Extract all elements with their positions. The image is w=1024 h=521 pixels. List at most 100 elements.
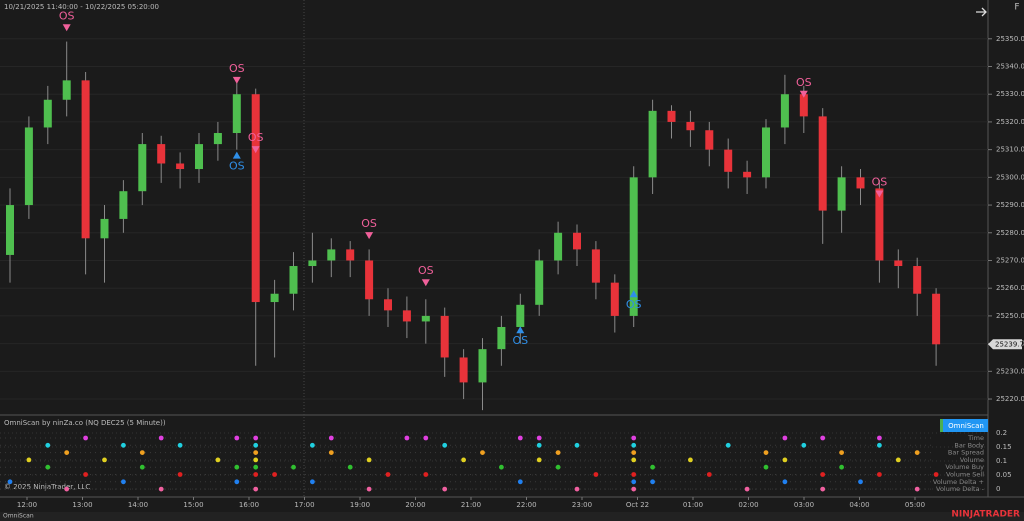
scan-row-label: Volume Sell bbox=[946, 471, 984, 479]
candle-body bbox=[743, 171, 752, 178]
signal-label: OS bbox=[512, 334, 528, 347]
y-tick-label: 25310.00 bbox=[996, 146, 1024, 154]
scan-row-label: Volume bbox=[960, 456, 984, 464]
scan-dot bbox=[139, 450, 145, 455]
candle-body bbox=[535, 260, 544, 305]
scan-dot bbox=[877, 442, 882, 448]
scan-dot bbox=[914, 450, 920, 455]
candle-body bbox=[932, 293, 941, 345]
candle-body bbox=[119, 191, 128, 219]
candle-body bbox=[62, 80, 71, 100]
sell-signal bbox=[251, 146, 260, 154]
scan-dot bbox=[688, 457, 693, 463]
scan-dot bbox=[442, 486, 448, 492]
y-tick-label: 25220.00 bbox=[996, 395, 1024, 403]
scan-dot bbox=[45, 442, 51, 448]
scan-dot bbox=[253, 472, 259, 477]
status-bar bbox=[0, 512, 1024, 521]
x-tick-label: 14:00 bbox=[128, 501, 148, 509]
scan-row-label: Bar Spread bbox=[948, 449, 984, 457]
x-tick-label: Oct 22 bbox=[626, 501, 649, 509]
signal-label: OS bbox=[59, 9, 75, 22]
scan-dot bbox=[310, 442, 315, 448]
scan-dot bbox=[725, 442, 731, 448]
scan-row-label: Volume Delta - bbox=[936, 485, 985, 493]
signal-label: OS bbox=[626, 298, 642, 311]
x-tick-label: 03:00 bbox=[794, 501, 814, 509]
y-tick-label: 25270.00 bbox=[996, 256, 1024, 264]
scan-dot bbox=[121, 479, 126, 485]
scan-dot bbox=[64, 450, 70, 455]
arrow-icon[interactable] bbox=[976, 7, 987, 17]
scan-dot bbox=[517, 479, 523, 485]
scan-row-label: Volume Delta + bbox=[933, 478, 984, 486]
y-tick-label: 25340.00 bbox=[996, 63, 1024, 71]
candle-body bbox=[24, 127, 33, 206]
scan-dot bbox=[64, 486, 70, 492]
candle-body bbox=[157, 144, 166, 164]
y-tick-label: 25290.00 bbox=[996, 201, 1024, 209]
scan-button[interactable] bbox=[940, 419, 988, 432]
scan-dot bbox=[310, 479, 315, 485]
scan-dot bbox=[253, 435, 259, 441]
y-tick-label: 25300.00 bbox=[996, 173, 1024, 181]
scan-dot bbox=[177, 472, 183, 477]
candle-body bbox=[629, 177, 638, 316]
candle-body bbox=[6, 205, 14, 255]
scan-title: OmniScan by ninZa.co (NQ DEC25 (5 Minute… bbox=[4, 419, 166, 427]
scan-dot bbox=[839, 450, 844, 455]
signal-label: OS bbox=[872, 176, 888, 189]
scan-dot bbox=[442, 442, 448, 448]
scan-dot bbox=[291, 464, 296, 470]
candle-body bbox=[421, 315, 430, 322]
scan-dot bbox=[820, 472, 826, 477]
scan-dot bbox=[404, 435, 410, 441]
scan-dot bbox=[782, 435, 788, 441]
x-tick-label: 19:00 bbox=[350, 501, 370, 509]
y-tick-label: 25260.00 bbox=[996, 284, 1024, 292]
candle-body bbox=[43, 99, 52, 128]
scan-button-label[interactable]: OmniScan bbox=[948, 422, 984, 430]
candle-body bbox=[100, 218, 109, 239]
scan-dot bbox=[631, 457, 637, 463]
scan-dot bbox=[83, 472, 88, 477]
scan-dot bbox=[253, 450, 259, 455]
scan-dot bbox=[650, 479, 655, 485]
candle-body bbox=[573, 232, 581, 250]
candle-body bbox=[913, 266, 922, 294]
scan-dot bbox=[914, 486, 920, 492]
candle-body bbox=[762, 127, 770, 178]
scan-row-label: Time bbox=[967, 434, 984, 442]
x-tick-label: 05:00 bbox=[905, 501, 925, 509]
candle-body bbox=[610, 282, 619, 316]
scan-dot bbox=[820, 486, 826, 492]
x-tick-label: 15:00 bbox=[183, 501, 203, 509]
corner-button[interactable]: F bbox=[1014, 3, 1019, 13]
tab[interactable]: OmniScan bbox=[3, 513, 34, 520]
scan-dot bbox=[763, 464, 769, 470]
scan-dot bbox=[650, 464, 655, 470]
candle-body bbox=[440, 315, 449, 358]
scan-tick-label: 0 bbox=[996, 485, 1000, 493]
x-tick-label: 21:00 bbox=[461, 501, 481, 509]
date-range: 10/21/2025 11:40:00 - 10/22/2025 05:20:0… bbox=[4, 3, 159, 11]
candle-body bbox=[270, 293, 279, 303]
scan-dot bbox=[253, 486, 259, 492]
candle-body bbox=[724, 149, 733, 172]
x-tick-label: 20:00 bbox=[405, 501, 425, 509]
scan-dot bbox=[536, 442, 542, 448]
scan-row-label: Bar Body bbox=[954, 441, 984, 449]
scan-dot bbox=[121, 442, 126, 448]
candle-body bbox=[308, 260, 317, 267]
sell-signal bbox=[799, 90, 808, 98]
candle-body bbox=[251, 94, 260, 303]
candle-body bbox=[327, 249, 336, 261]
brand: NINJATRADER bbox=[951, 510, 1020, 520]
scan-dot bbox=[253, 457, 259, 463]
scan-dot bbox=[555, 464, 561, 470]
scan-dot bbox=[858, 479, 863, 485]
candle-body bbox=[459, 357, 468, 383]
sell-signal bbox=[232, 76, 241, 84]
scan-dot bbox=[631, 472, 637, 477]
